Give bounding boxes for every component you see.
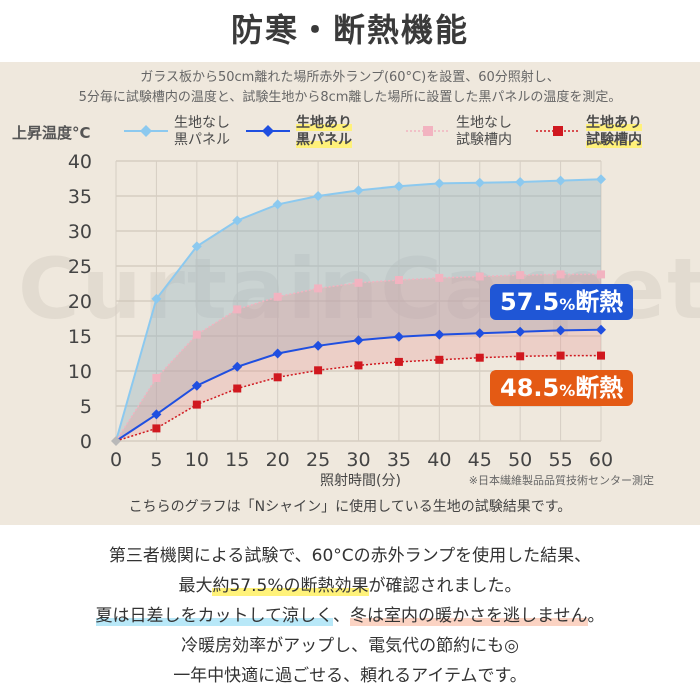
legend-label-l1: 生地あり [296, 115, 352, 131]
badge-black-panel-insulation: 57.5%断熱 [490, 284, 634, 320]
body-line-2-pre: 最大 [178, 576, 213, 596]
badge-unit: % [559, 295, 576, 314]
legend-label-l1: 生地なし [456, 115, 512, 131]
body-line-4: 冷暖房効率がアップし、電気代の節約にも◎ [181, 636, 519, 656]
badge-chamber-insulation: 48.5%断熱 [490, 370, 634, 406]
body-line-3-winter: 冬は室内の暖かさを逃しません [350, 606, 588, 626]
chart-caption: こちらのグラフは「Nシャイン」に使用している生地の試験結果です。 [128, 499, 572, 515]
legend-label-l2: 試験槽内 [586, 132, 642, 148]
page-title: 防寒・断熱機能 [230, 11, 469, 49]
test-description-line2: 5分毎に試験槽内の温度と、試験生地から8cm離した場所に設置した黒パネルの温度を… [78, 90, 622, 105]
body-line-2: 最大約57.5%の断熱効果が確認されました。 [0, 571, 700, 596]
legend-label-l2: 黒パネル [174, 132, 230, 148]
badge-unit: % [559, 381, 576, 400]
body-line-2-highlight: 約57.5%の断熱効果 [212, 576, 369, 596]
badge-label: 断熱 [575, 374, 624, 402]
badge-label: 断熱 [575, 288, 624, 316]
x-axis-title: 照射時間(分) [320, 473, 401, 489]
body-line-2-post: が確認されました。 [368, 576, 522, 596]
body-line-5: 一年中快適に過ごせる、頼れるアイテムです。 [173, 666, 527, 686]
legend-label-l1: 生地あり [586, 115, 642, 131]
body-line-3: 夏は日差しをカットして涼しく、冬は室内の暖かさを逃しません。 [0, 601, 700, 626]
legend-label-l2: 試験槽内 [456, 132, 512, 148]
measurement-note: ※日本繊維製品品質技術センター測定 [468, 474, 654, 487]
body-line-3-summer: 夏は日差しをカットして涼しく [95, 606, 333, 626]
body-line-3-end: 。 [587, 606, 605, 626]
test-description-line1: ガラス板から50cm離れた場所赤外ランプ(60°C)を設置、60分照射し、 [140, 70, 560, 85]
body-line-3-sep: 、 [333, 606, 350, 626]
badge-value: 57.5 [500, 288, 560, 316]
legend-label-l1: 生地なし [174, 115, 230, 131]
body-line-1: 第三者機関による試験で、60°Cの赤外ランプを使用した結果、 [108, 546, 592, 566]
y-axis-title: 上昇温度°C [12, 124, 91, 142]
badge-value: 48.5 [500, 374, 560, 402]
legend-label-l2: 黒パネル [296, 132, 352, 148]
